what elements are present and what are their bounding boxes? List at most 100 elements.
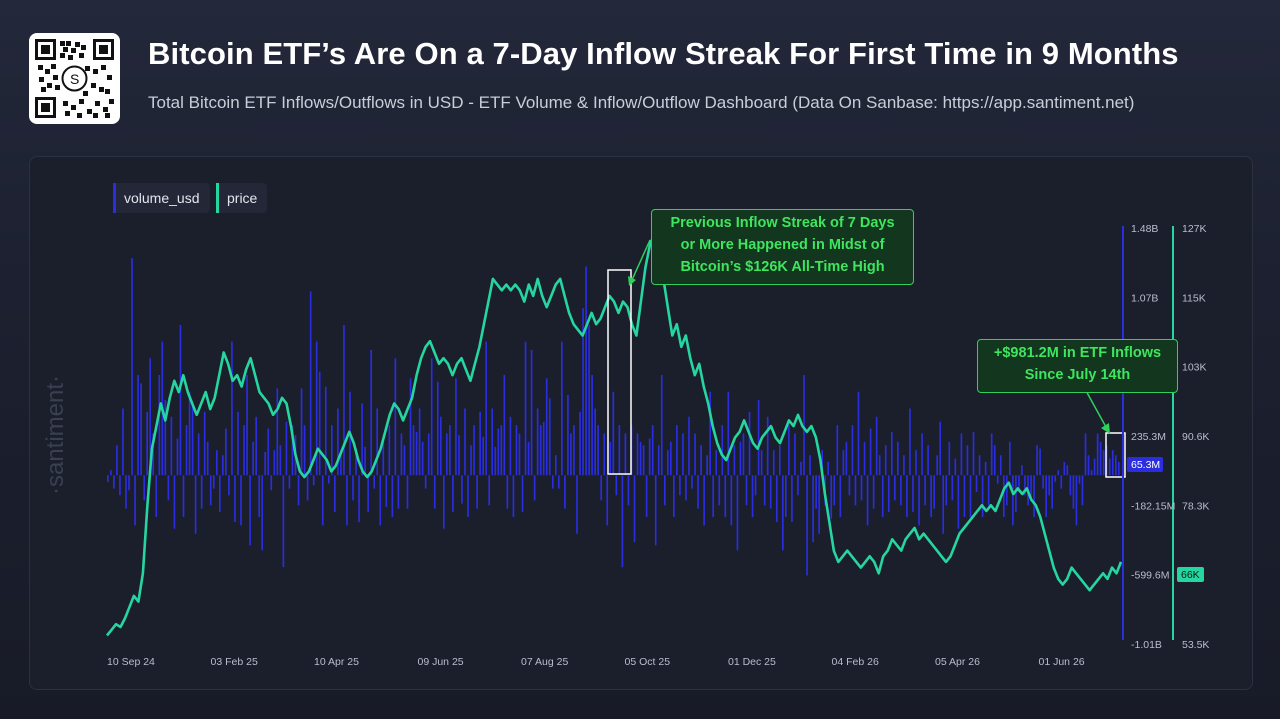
volume-bar: [890, 431, 893, 476]
volume-bar: [182, 475, 185, 518]
volume-bar: [312, 475, 315, 486]
volume-bar: [666, 450, 669, 476]
qr-module: [51, 64, 56, 69]
volume-bar: [627, 475, 630, 506]
volume-bar: [939, 421, 942, 476]
volume-bar: [340, 450, 342, 476]
volume-bar: [240, 475, 242, 526]
volume-bar: [1005, 475, 1008, 506]
price-axis-tick: 103K: [1182, 362, 1207, 374]
volume-bar: [1042, 475, 1044, 489]
qr-module: [87, 109, 92, 114]
volume-bar: [721, 425, 724, 476]
volume-bar: [458, 435, 460, 476]
volume-bar: [639, 441, 642, 476]
volume-bar: [379, 475, 382, 526]
volume-bar: [439, 416, 442, 476]
volume-bar: [1066, 465, 1069, 476]
volume-bar: [1045, 475, 1047, 518]
volume-bar: [582, 308, 584, 476]
volume-bar: [548, 398, 551, 476]
volume-bar: [324, 386, 327, 476]
volume-bar: [1096, 433, 1099, 476]
volume-bar: [270, 475, 273, 491]
volume-bar: [515, 425, 518, 476]
volume-bar: [334, 475, 336, 513]
volume-bar: [597, 425, 600, 476]
volume-bar: [452, 475, 454, 513]
volume-bar: [119, 475, 121, 496]
current-price-label: 66K: [1181, 569, 1200, 581]
x-axis-tick: 01 Jun 26: [1039, 656, 1085, 668]
volume-bar: [906, 475, 908, 518]
current-volume-label: 65.3M: [1131, 459, 1160, 471]
qr-module: [47, 83, 52, 88]
volume-bar: [436, 381, 439, 476]
qr-module: [39, 77, 44, 82]
qr-module: [91, 83, 96, 88]
qr-module: [85, 66, 90, 71]
volume-bar: [176, 438, 179, 476]
volume-bar: [173, 475, 176, 529]
volume-bar: [237, 411, 239, 476]
volume-bar: [1033, 475, 1035, 518]
volume-bar: [1057, 470, 1060, 476]
volume-bar: [464, 408, 466, 476]
volume-bar: [167, 475, 170, 501]
volume-bar: [225, 428, 227, 476]
volume-bar: [703, 475, 705, 526]
volume-bar: [657, 445, 660, 476]
volume-bar: [830, 475, 833, 519]
qr-logo-letter: S: [70, 71, 79, 87]
volume-bar: [512, 475, 515, 518]
legend-volume[interactable]: volume_usd: [113, 183, 210, 213]
volume-bar: [1087, 455, 1090, 476]
volume-bar: [149, 358, 152, 476]
volume-bar: [231, 341, 233, 476]
volume-bar: [975, 475, 978, 492]
volume-bar: [854, 475, 857, 506]
annotation-arrowhead-right: [1101, 423, 1110, 434]
annotation-arrow-right: [1084, 388, 1107, 428]
volume-bar: [291, 425, 294, 476]
volume-bar: [878, 455, 881, 476]
volume-bar: [470, 445, 472, 476]
volume-bar: [446, 433, 448, 476]
annotation-previous-streak-line-2: or More Happened in Midst of: [680, 237, 885, 253]
volume-bar: [542, 421, 545, 476]
annotation-previous-streak: Previous Inflow Streak of 7 Days or More…: [651, 209, 914, 285]
price-axis-tick: 78.3K: [1182, 500, 1209, 512]
volume-axis-tick: 1.07B: [1131, 292, 1158, 304]
volume-bar: [300, 388, 303, 476]
annotation-arrow-left: [631, 239, 651, 281]
volume-bar: [567, 395, 569, 476]
volume-bar: [394, 358, 397, 476]
volume-bar: [866, 475, 869, 526]
volume-bar: [836, 425, 839, 476]
volume-bar: [724, 475, 727, 518]
volume-bar: [733, 445, 736, 476]
volume-bar: [503, 375, 506, 476]
volume-bar: [113, 475, 115, 489]
volume-bar: [1117, 461, 1120, 476]
volume-bar: [218, 475, 221, 513]
annotation-arrowhead-left: [628, 276, 636, 286]
qr-module: [79, 53, 84, 58]
volume-bar: [688, 416, 690, 476]
volume-bar: [927, 445, 929, 476]
volume-bar: [594, 408, 596, 476]
volume-bar: [131, 258, 133, 476]
qr-module: [60, 41, 65, 46]
volume-bar: [1108, 458, 1111, 476]
volume-bar: [893, 475, 896, 501]
volume-bar: [1009, 441, 1011, 476]
volume-bar: [1099, 441, 1102, 476]
volume-bar: [818, 475, 820, 534]
volume-bar: [673, 475, 675, 518]
volume-bar: [107, 475, 109, 482]
volume-bar: [794, 433, 796, 476]
legend-price[interactable]: price: [216, 183, 268, 213]
price-line: [105, 232, 1123, 637]
volume-bar: [660, 375, 663, 476]
current-price-badge: [1177, 567, 1204, 582]
